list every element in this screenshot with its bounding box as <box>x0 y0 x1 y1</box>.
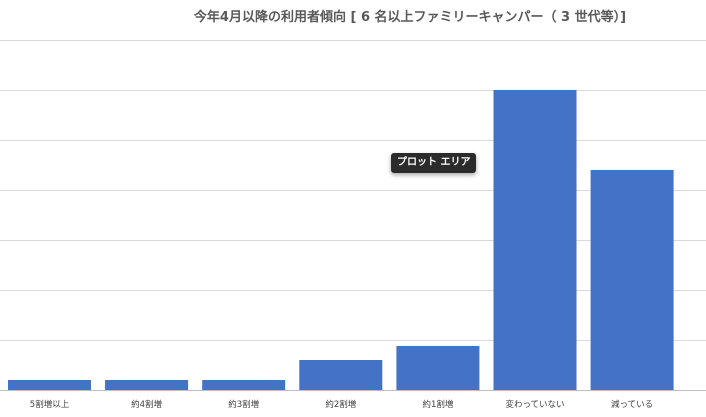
x-axis-tick-labels: 5割増以上 約4割増 約3割増 約2割増 約1割増 変わっていない 減っている <box>30 399 653 410</box>
x-tick-label: 減っている <box>611 399 653 410</box>
bar <box>396 346 480 390</box>
gridlines <box>0 40 706 391</box>
bar <box>493 90 577 390</box>
x-tick-label: 約2割増 <box>325 399 356 410</box>
x-tick-label: 約4割増 <box>131 399 162 410</box>
bars <box>8 90 674 390</box>
bar <box>8 380 91 390</box>
bar <box>299 360 383 390</box>
x-tick-label: 約1割増 <box>422 399 453 410</box>
chart-title: 今年4月以降の利用者傾向 [ 6 名以上ファミリーキャンパー（ 3 世代等）] <box>193 9 626 25</box>
plot-area-tooltip: プロット エリア <box>391 153 477 173</box>
bar <box>590 170 674 390</box>
x-tick-label: 変わっていない <box>505 399 564 410</box>
x-tick-label: 5割増以上 <box>30 399 70 410</box>
bar <box>202 380 286 390</box>
x-tick-label: 約3割増 <box>228 399 259 410</box>
bar <box>105 380 189 390</box>
